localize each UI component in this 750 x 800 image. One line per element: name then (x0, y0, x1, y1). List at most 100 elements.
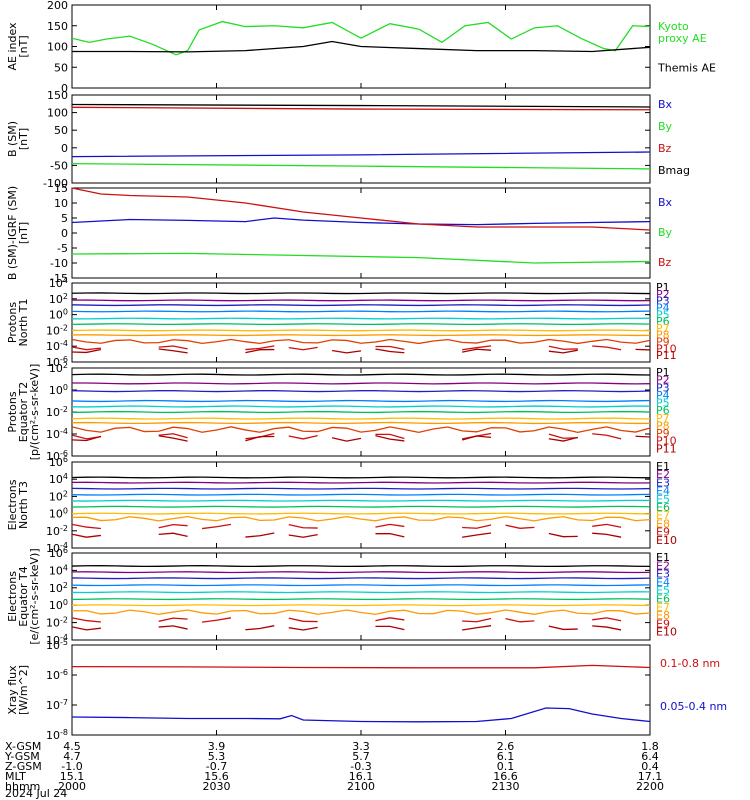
panel-pn-series-10 (245, 348, 275, 354)
panel-xray-series-1 (71, 707, 651, 723)
ephem-value: 2100 (347, 780, 375, 793)
panel-pn-series-10 (462, 348, 492, 353)
panel-pn-ytick-label: 10-4 (46, 339, 68, 353)
panel-ee-series-8 (505, 617, 535, 623)
panel-ee-series-2 (71, 577, 651, 580)
panel-bsm-ylabel: B (SM)[nT] (6, 121, 30, 157)
panel-xray-ytick-label: 10-5 (46, 638, 68, 652)
panel-en-series-9 (245, 532, 275, 538)
panel-pe-ytick-label: 102 (49, 361, 68, 375)
panel-pn-legend: P3 (656, 295, 670, 308)
panel-pn-ytick-label: 104 (49, 276, 68, 290)
panel-pe-series-9 (375, 433, 405, 440)
ephem-label: MLT (5, 770, 26, 783)
ephem-value: 6.1 (497, 750, 515, 763)
panel-pn-ytick-label: 102 (49, 292, 68, 306)
panel-pn-series-9 (158, 345, 188, 350)
panel-en-legend: E2 (656, 468, 670, 481)
panel-ee-ytick-label: 100 (49, 598, 68, 612)
panel-en-frame (71, 461, 651, 549)
panel-bigrf-ytick-label: 10 (54, 197, 68, 210)
panel-pn-series-9 (245, 345, 275, 351)
panel-xray-legend: 0.05-0.4 nm (660, 700, 727, 713)
panel-ee-series-9 (245, 625, 275, 631)
panel-pe-legend: P5 (656, 397, 670, 410)
panel-pn-series-2 (71, 304, 651, 307)
panel-pe-legend: P7 (656, 412, 670, 425)
panel-pn-series-10 (331, 349, 362, 354)
panel-ee-legend: E1 (656, 551, 670, 564)
panel-pe-series-10 (548, 436, 578, 442)
panel-en-series-8 (375, 523, 405, 528)
panel-bigrf-frame (71, 187, 651, 279)
panel-bigrf-ylabel: B (SM)-IGRF (SM)[nT] (6, 186, 30, 280)
panel-ee-legend: E10 (656, 626, 677, 639)
panel-ee-series-8 (71, 617, 101, 623)
panel-en-series-8 (71, 523, 101, 530)
panel-ee-series-1 (71, 571, 651, 574)
ephem-value: 5.3 (208, 750, 226, 763)
panel-bsm-legend: Bx (658, 98, 673, 111)
panel-pe-series-0 (71, 373, 651, 376)
panel-en-series-9 (592, 532, 622, 538)
panel-en-legend: E5 (656, 493, 670, 506)
panel-bigrf-ytick-label: -15 (50, 272, 68, 285)
panel-ee-series-3 (71, 584, 651, 587)
panel-pe-series-6 (71, 417, 651, 420)
panel-en-series-9 (375, 533, 405, 538)
panel-pe-series-8 (71, 426, 651, 434)
panel-bsm-legend: By (658, 120, 673, 133)
ephem-value: 3.9 (208, 740, 226, 753)
panel-en-legend: E3 (656, 476, 670, 489)
panel-bigrf-series-0 (71, 217, 651, 226)
panel-en-ytick-label: 104 (49, 472, 68, 486)
panel-pe-ylabel: ProtonsEquator T2[p/(cm²-s-sr-keV)] (6, 364, 41, 461)
ephem-value: 4.7 (63, 750, 81, 763)
panel-pn-legend: P6 (656, 315, 670, 328)
panel-ee-series-8 (158, 617, 188, 622)
panel-pe-series-2 (71, 390, 651, 393)
panel-ee-series-8 (462, 617, 492, 623)
panel-pe-series-10 (461, 435, 492, 441)
panel-ae-ytick-label: 0 (61, 82, 68, 95)
panel-ae-series-0 (71, 20, 651, 56)
panel-pn-series-10 (375, 348, 405, 354)
panel-pn-series-10 (635, 348, 651, 351)
panel-en-legend: E8 (656, 517, 670, 530)
panel-ee-legend: E5 (656, 584, 670, 597)
panel-pn-series-7 (71, 334, 651, 337)
panel-ee-series-9 (592, 625, 622, 631)
panel-ae-ylabel: AE index[nT] (6, 22, 30, 71)
panel-pn-ytick-label: 100 (49, 308, 68, 322)
panel-bigrf-ytick-label: -10 (50, 257, 68, 270)
panel-bsm-series-3 (71, 103, 651, 108)
ephem-value: 15.6 (204, 770, 229, 783)
panel-en-ytick-label: 10-2 (46, 524, 68, 538)
ephem-label: X-GSM (5, 740, 41, 753)
panel-pe-ytick-label: 10-4 (46, 427, 68, 441)
panel-ee-legend: E4 (656, 576, 670, 589)
ephem-value: 2030 (203, 780, 231, 793)
panel-ee-series-0 (71, 565, 651, 568)
panel-ee-legend: E9 (656, 617, 670, 630)
panel-en-legend: E9 (656, 526, 670, 539)
panel-pn-series-1 (71, 299, 651, 302)
ephem-value: 4.5 (63, 740, 81, 753)
panel-pe-series-10 (375, 435, 405, 442)
panel-en-series-8 (158, 523, 188, 529)
panel-pn-series-6 (71, 329, 651, 332)
panel-ae-legend: Kyoto proxy AE (658, 20, 707, 45)
panel-pe-series-5 (71, 410, 651, 414)
panel-ee-series-8 (375, 617, 405, 622)
panel-bigrf-legend: Bx (658, 196, 673, 209)
ephem-value: 2.6 (497, 740, 515, 753)
ephem-value: 6.4 (641, 750, 659, 763)
panel-pe-series-10 (331, 437, 362, 442)
panel-bsm-ytick-label: -100 (43, 177, 68, 190)
panel-pe-series-1 (71, 382, 651, 385)
panel-pn-series-9 (71, 346, 101, 351)
panel-ee-legend: E3 (656, 568, 670, 581)
panel-pe-legend: P2 (656, 374, 670, 387)
ephem-value: -1.0 (61, 760, 82, 773)
panel-pe-series-10 (158, 435, 188, 442)
